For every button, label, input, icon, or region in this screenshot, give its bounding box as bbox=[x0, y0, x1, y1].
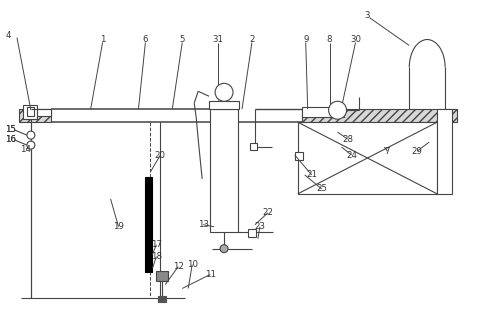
Text: 30: 30 bbox=[350, 35, 361, 44]
Text: 15: 15 bbox=[5, 125, 16, 134]
Text: 10: 10 bbox=[187, 260, 198, 269]
Text: 5: 5 bbox=[180, 35, 185, 44]
Text: 7: 7 bbox=[385, 146, 390, 156]
Text: 18: 18 bbox=[151, 252, 162, 261]
Text: 19: 19 bbox=[113, 222, 124, 231]
Bar bbox=[19, 109, 51, 122]
Text: 15: 15 bbox=[5, 125, 16, 134]
Bar bbox=[248, 229, 256, 237]
Text: 12: 12 bbox=[173, 262, 184, 271]
Text: 29: 29 bbox=[412, 146, 423, 156]
Text: 13: 13 bbox=[197, 220, 209, 229]
Text: 6: 6 bbox=[142, 35, 148, 44]
Text: 14: 14 bbox=[21, 145, 32, 154]
Text: 1: 1 bbox=[100, 35, 105, 44]
Text: 16: 16 bbox=[5, 135, 16, 144]
Bar bbox=[209, 101, 239, 109]
Text: 2: 2 bbox=[249, 35, 255, 44]
Bar bbox=[295, 152, 303, 160]
Text: 3: 3 bbox=[365, 11, 370, 20]
Bar bbox=[37, 109, 51, 116]
Bar bbox=[145, 177, 152, 271]
Text: 23: 23 bbox=[254, 222, 265, 231]
Text: 9: 9 bbox=[303, 35, 308, 44]
Bar bbox=[156, 270, 168, 281]
Bar bbox=[23, 105, 37, 119]
Text: 16: 16 bbox=[5, 135, 16, 144]
Bar bbox=[27, 107, 34, 116]
Bar bbox=[302, 109, 457, 122]
Text: 21: 21 bbox=[306, 170, 317, 180]
Text: 22: 22 bbox=[262, 208, 273, 217]
Circle shape bbox=[215, 83, 233, 101]
Bar bbox=[437, 109, 452, 194]
Bar bbox=[210, 109, 238, 232]
Text: 11: 11 bbox=[205, 270, 216, 279]
Bar bbox=[158, 297, 166, 302]
Text: 31: 31 bbox=[213, 35, 224, 44]
Circle shape bbox=[27, 131, 35, 139]
Text: 24: 24 bbox=[346, 150, 357, 160]
Text: 8: 8 bbox=[327, 35, 332, 44]
Text: 4: 4 bbox=[5, 31, 11, 40]
Circle shape bbox=[27, 141, 35, 149]
Text: 25: 25 bbox=[316, 184, 327, 193]
Text: 17: 17 bbox=[151, 240, 162, 249]
Bar bbox=[250, 143, 257, 150]
Bar bbox=[298, 122, 437, 194]
Circle shape bbox=[328, 101, 347, 119]
Text: 28: 28 bbox=[342, 135, 353, 144]
Text: 20: 20 bbox=[155, 150, 166, 160]
Circle shape bbox=[220, 245, 228, 253]
Bar bbox=[302, 107, 344, 117]
